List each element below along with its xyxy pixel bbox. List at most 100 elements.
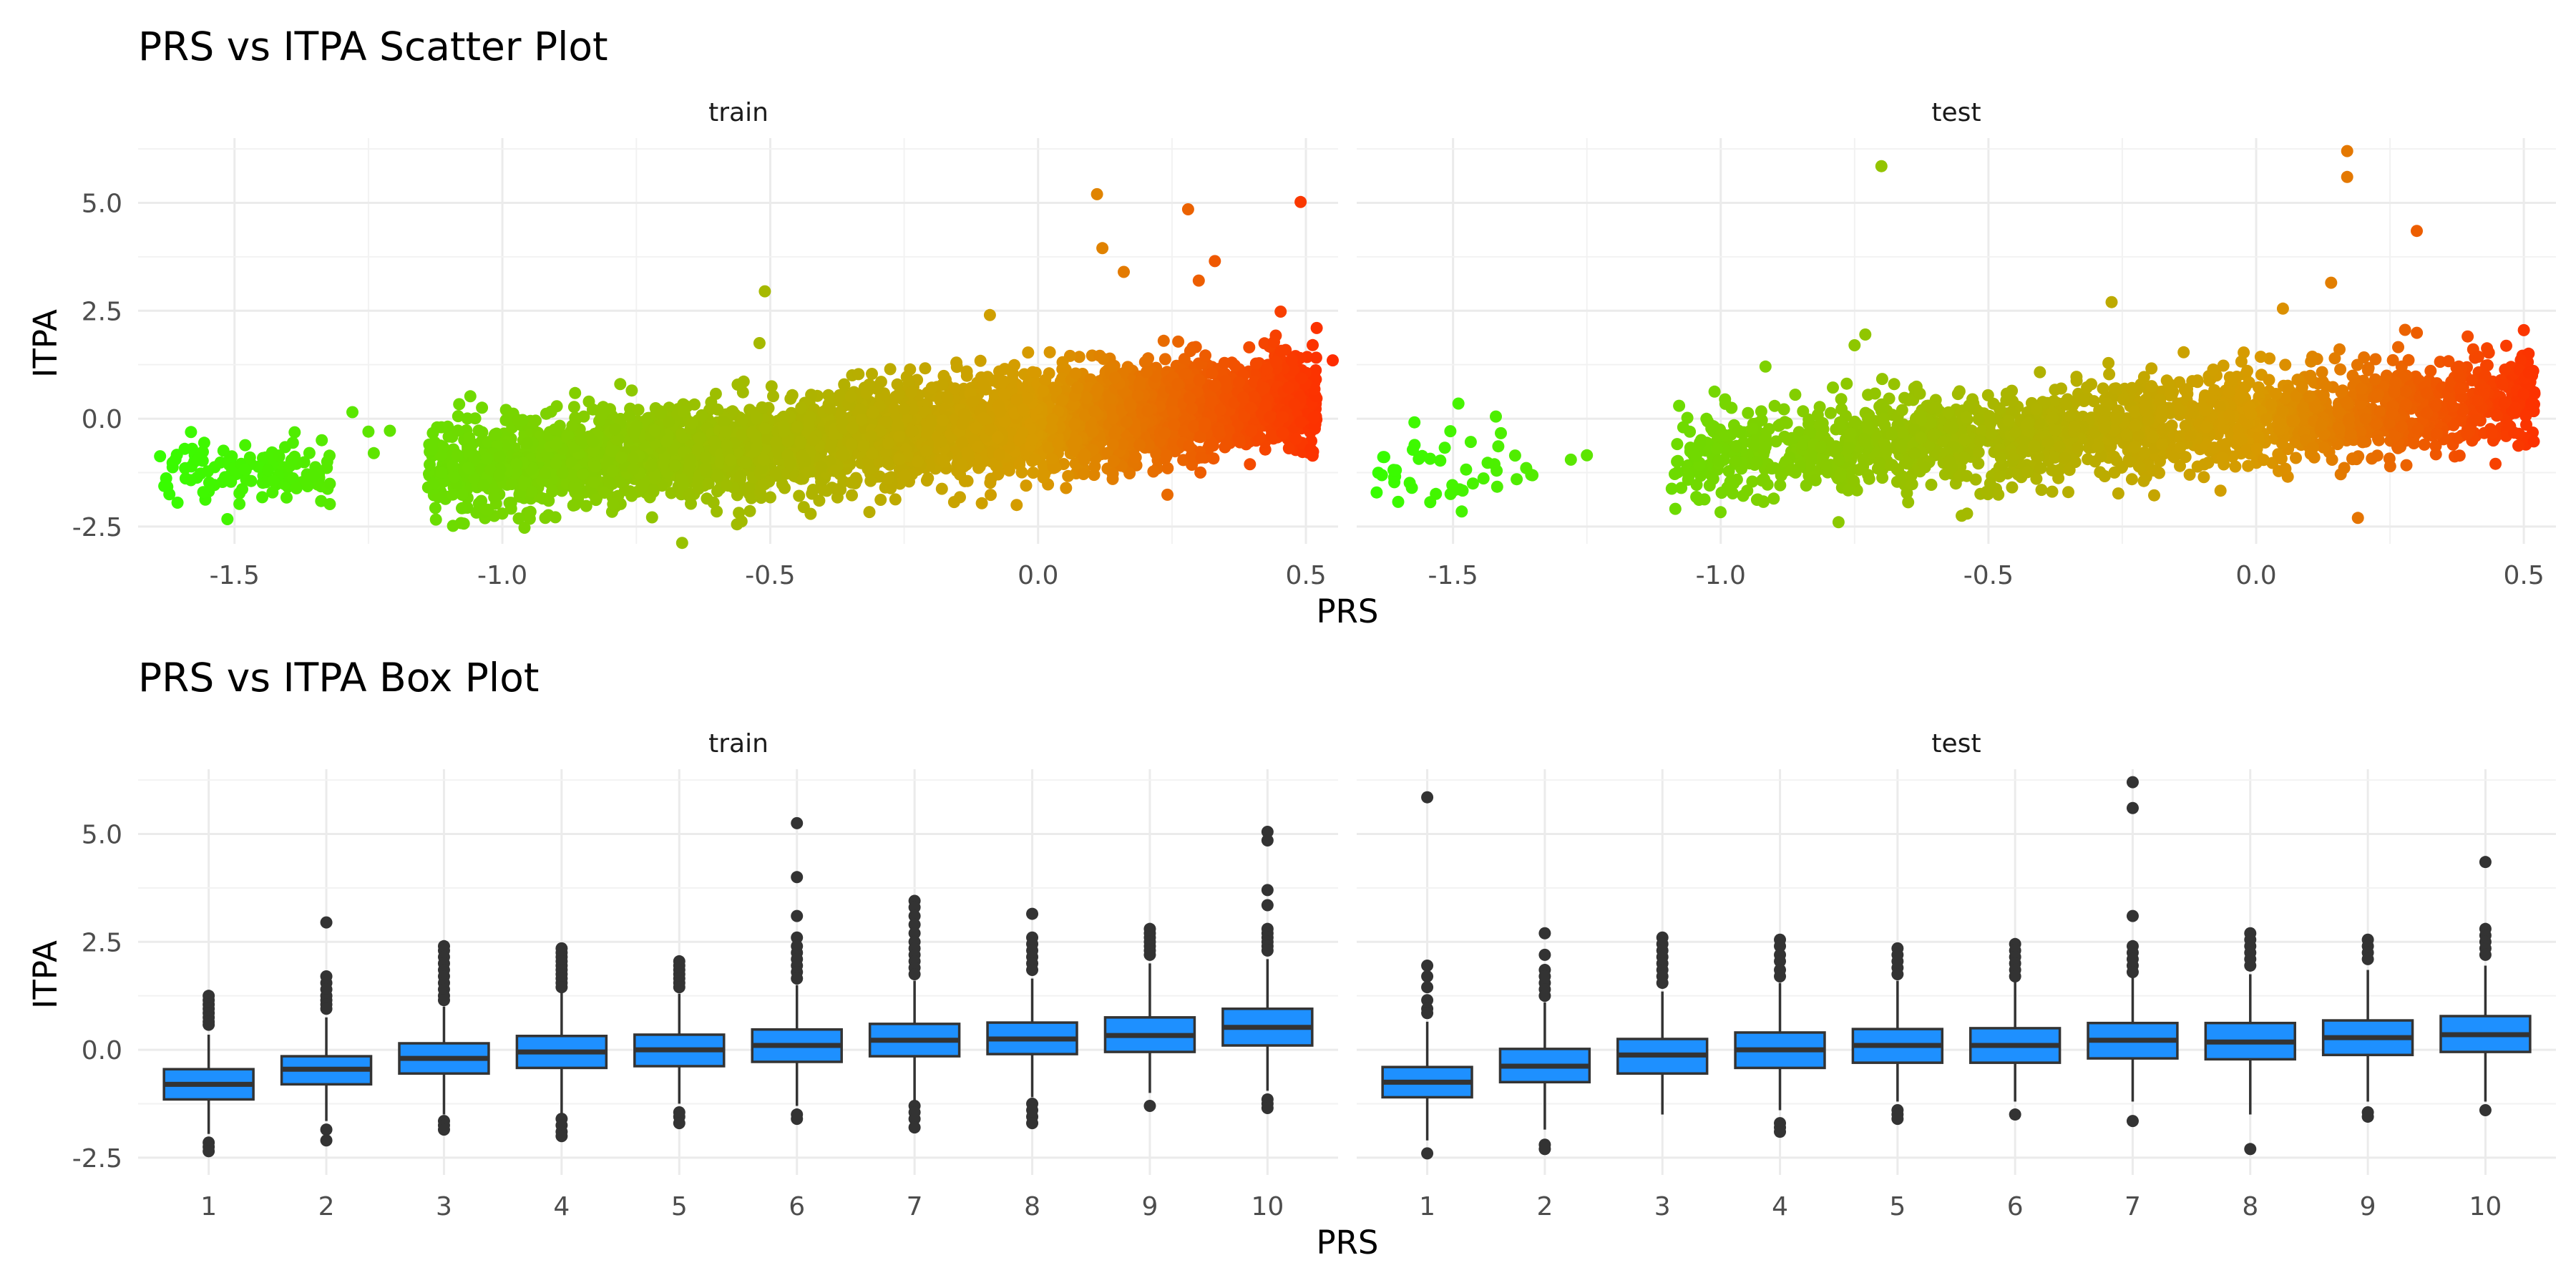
scatter-point: [1168, 419, 1181, 431]
scatter-point: [197, 436, 210, 449]
scatter-point: [1229, 359, 1241, 372]
scatter-point: [1377, 451, 1390, 464]
scatter-point: [795, 401, 808, 414]
scatter-point: [1370, 486, 1383, 499]
scatter-point: [1199, 349, 1211, 362]
scatter-point: [1233, 376, 1246, 389]
scatter-point: [806, 487, 819, 500]
scatter-chart-title: PRS vs ITPA Scatter Plot: [138, 24, 608, 69]
scatter-point: [548, 423, 561, 436]
scatter-point: [1265, 429, 1278, 442]
scatter-point: [1212, 426, 1225, 439]
scatter-facet-label-test: test: [1931, 98, 1981, 127]
scatter-point: [975, 371, 987, 384]
scatter-point: [1052, 436, 1064, 449]
scatter-point: [882, 436, 894, 449]
scatter-point: [864, 474, 877, 487]
scatter-point: [1069, 367, 1082, 380]
scatter-point: [1309, 351, 1322, 364]
scatter-point: [424, 458, 436, 471]
scatter-point: [539, 512, 552, 525]
scatter-point: [587, 435, 600, 448]
scatter-point: [941, 391, 954, 404]
scatter-point: [303, 447, 316, 459]
scatter-point: [607, 498, 620, 510]
scatter-point: [994, 406, 1007, 419]
scatter-point: [1091, 383, 1104, 396]
scatter-point: [1080, 391, 1093, 404]
scatter-point: [791, 421, 804, 434]
scatter-point: [608, 423, 621, 436]
scatter-point: [1218, 356, 1231, 369]
scatter-point: [1183, 439, 1196, 452]
scatter-point: [482, 503, 494, 516]
scatter-point: [882, 472, 894, 485]
scatter-point: [1840, 377, 1853, 390]
scatter-point: [1407, 444, 1419, 456]
scatter-train-x-tick-label: -1.0: [477, 561, 527, 590]
scatter-point: [911, 455, 924, 468]
scatter-point: [863, 379, 876, 391]
scatter-point: [1310, 321, 1323, 334]
scatter-point: [158, 479, 171, 492]
scatter-point: [1466, 477, 1479, 490]
scatter-point: [1046, 413, 1059, 426]
scatter-point: [185, 474, 197, 487]
scatter-point: [1245, 424, 1258, 437]
scatter-point: [1010, 499, 1023, 512]
scatter-point: [654, 406, 667, 419]
scatter-point: [1488, 458, 1501, 471]
scatter-point: [758, 422, 771, 435]
scatter-point: [1214, 404, 1226, 416]
scatter-point: [764, 491, 776, 504]
scatter-x-axis-title: PRS: [1317, 592, 1379, 630]
scatter-train-y-tick-label: 0.0: [82, 405, 122, 434]
scatter-point: [1158, 353, 1171, 366]
scatter-point: [546, 484, 559, 497]
scatter-point: [804, 411, 817, 424]
scatter-point: [567, 401, 580, 414]
scatter-point: [1274, 306, 1287, 318]
scatter-point: [847, 421, 859, 434]
scatter-point: [1477, 472, 1490, 485]
scatter-point: [2369, 353, 2382, 366]
scatter-point: [280, 491, 293, 504]
scatter-point: [1285, 353, 1298, 366]
scatter-point: [937, 414, 950, 427]
scatter-point: [539, 467, 552, 479]
scatter-point: [197, 486, 210, 499]
scatter-point: [864, 429, 877, 442]
scatter-point: [1118, 265, 1130, 278]
scatter-point: [838, 379, 851, 391]
scatter-point: [179, 462, 192, 474]
scatter-point: [464, 444, 477, 457]
scatter-point: [735, 515, 748, 528]
scatter-point: [645, 511, 658, 524]
scatter-point: [975, 497, 988, 509]
scatter-train-x-tick-label: 0.5: [1285, 561, 1326, 590]
scatter-point: [711, 470, 724, 483]
scatter-point: [512, 414, 525, 426]
scatter-point: [1460, 463, 1473, 476]
scatter-point: [1161, 488, 1174, 501]
scatter-point: [969, 421, 982, 434]
scatter-point: [1078, 448, 1091, 461]
scatter-point: [1247, 391, 1260, 403]
scatter-point: [2046, 485, 2059, 498]
scatter-point: [758, 285, 771, 298]
scatter-point: [577, 468, 590, 481]
scatter-point: [925, 416, 938, 429]
scatter-point: [824, 402, 836, 415]
scatter-point: [1195, 451, 1208, 464]
scatter-point: [307, 469, 320, 482]
scatter-point: [496, 507, 509, 520]
scatter-point: [266, 486, 279, 499]
scatter-point: [1020, 479, 1033, 492]
scatter-point: [494, 450, 506, 463]
scatter-point: [884, 363, 897, 376]
scatter-point: [699, 462, 712, 475]
scatter-point: [1209, 255, 1221, 268]
scatter-point: [893, 430, 906, 443]
scatter-point: [456, 502, 468, 514]
